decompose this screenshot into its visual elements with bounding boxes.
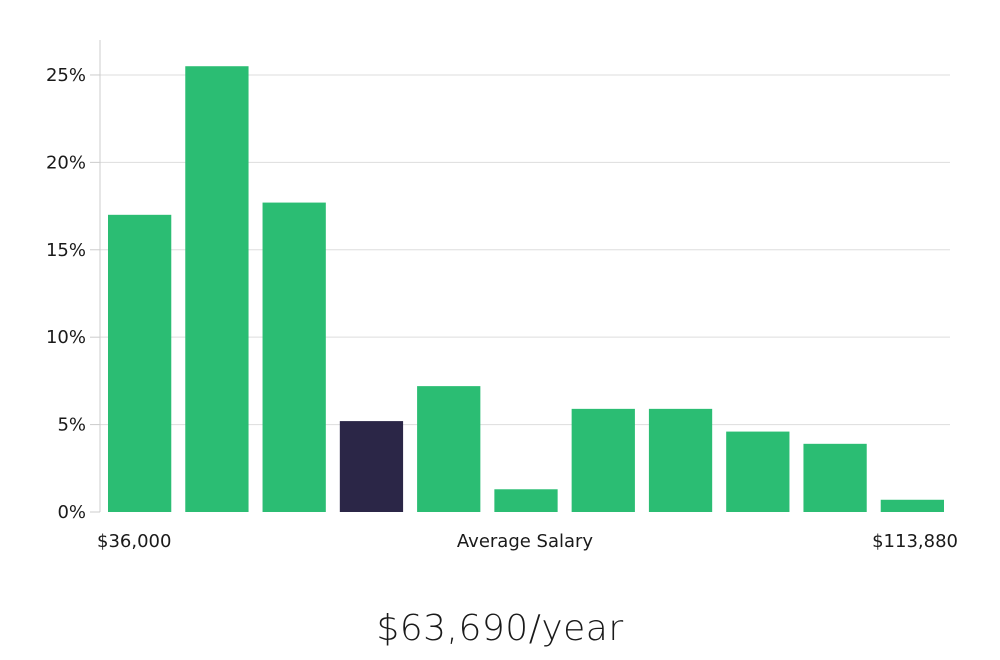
bar	[108, 214, 172, 512]
x-axis-label: Average Salary	[457, 531, 594, 552]
y-tick-label: 25%	[46, 65, 86, 86]
bar-highlighted	[339, 421, 404, 512]
average-salary-headline: $63,690/year	[376, 608, 624, 649]
y-tick-label: 10%	[46, 327, 86, 348]
y-tick-label: 20%	[46, 152, 86, 173]
bar	[262, 202, 326, 513]
y-tick-labels: 0% 5% 10% 15% 20% 25%	[46, 65, 100, 523]
bar	[417, 386, 481, 512]
bar	[494, 489, 558, 512]
bar	[185, 66, 249, 512]
chart-canvas: 0%5%10%15%20%25% $36,000 Average Salary …	[46, 40, 958, 552]
y-tick-label: 5%	[57, 415, 86, 436]
x-max-label: $113,880	[872, 531, 958, 552]
y-tick-label: 15%	[46, 240, 86, 261]
x-min-label: $36,000	[97, 531, 171, 552]
y-tick-label: 0%	[57, 502, 86, 523]
bar	[726, 431, 790, 512]
bar	[648, 408, 713, 512]
bars	[108, 66, 944, 513]
bar	[571, 408, 635, 512]
bar	[803, 443, 867, 512]
bar	[880, 499, 944, 512]
